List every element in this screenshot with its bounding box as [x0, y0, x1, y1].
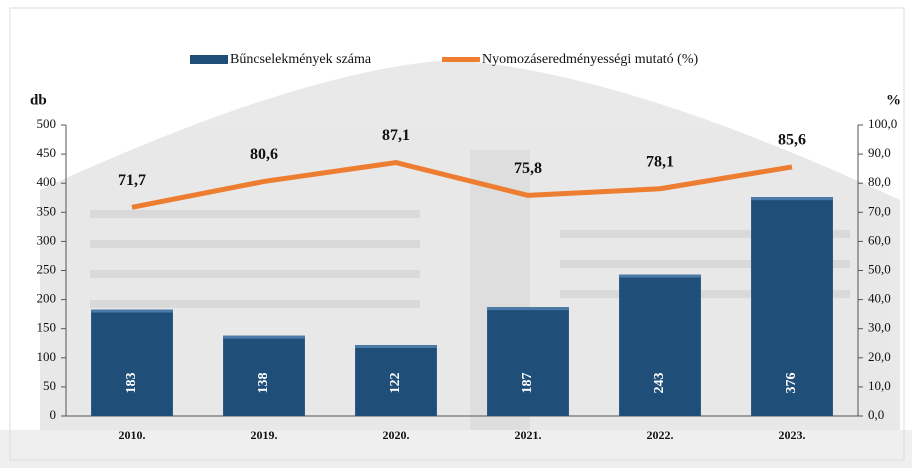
line-value-label: 87,1	[382, 127, 410, 144]
y-tick-label: 100	[37, 349, 57, 364]
bar-highlight	[619, 275, 701, 278]
x-tick-label: 2023.	[779, 428, 806, 442]
y-axis-label: db	[30, 92, 47, 108]
bar-highlight	[487, 307, 569, 310]
y-tick-label: 50	[43, 378, 56, 393]
legend-label: Nyomozáseredményességi mutató (%)	[482, 52, 698, 67]
y2-tick-label: 40,0	[868, 291, 891, 306]
bar-highlight	[751, 197, 833, 200]
y2-tick-label: 70,0	[868, 203, 891, 218]
y2-tick-label: 10,0	[868, 378, 891, 393]
x-tick-label: 2010.	[119, 428, 146, 442]
x-tick-label: 2019.	[251, 428, 278, 442]
bar	[487, 307, 569, 416]
legend-label: Bűncselekmények száma	[230, 52, 372, 67]
y2-tick-label: 30,0	[868, 320, 891, 335]
bar-highlight	[223, 336, 305, 339]
y-tick-label: 200	[37, 291, 57, 306]
line-value-label: 80,6	[250, 146, 278, 163]
y-tick-label: 400	[37, 174, 57, 189]
bar-highlight	[91, 309, 173, 312]
y-tick-label: 450	[37, 145, 57, 160]
line-value-label: 78,1	[646, 153, 674, 170]
x-tick-label: 2020.	[383, 428, 410, 442]
bar-value-label: 183	[124, 373, 139, 394]
legend-swatch	[190, 55, 228, 64]
y-tick-label: 250	[37, 261, 57, 276]
y2-tick-label: 100,0	[868, 116, 897, 131]
bar-value-label: 243	[652, 373, 667, 394]
bar-value-label: 187	[520, 373, 535, 394]
y-tick-label: 300	[37, 232, 57, 247]
bar-highlight	[355, 345, 437, 348]
line-value-label: 75,8	[514, 160, 542, 177]
line-value-label: 71,7	[118, 172, 146, 189]
y2-axis-label: %	[886, 92, 901, 108]
y2-tick-label: 80,0	[868, 174, 891, 189]
y2-tick-label: 90,0	[868, 145, 891, 160]
bar	[91, 309, 173, 416]
y2-tick-label: 60,0	[868, 232, 891, 247]
y2-tick-label: 50,0	[868, 261, 891, 276]
y-tick-label: 0	[50, 407, 57, 422]
y-tick-label: 500	[37, 116, 57, 131]
y-tick-label: 150	[37, 320, 57, 335]
x-tick-label: 2022.	[647, 428, 674, 442]
bar-value-label: 138	[256, 373, 271, 394]
bar	[619, 275, 701, 416]
bar-value-label: 122	[388, 373, 403, 394]
y-tick-label: 350	[37, 203, 57, 218]
y2-tick-label: 20,0	[868, 349, 891, 364]
x-tick-label: 2021.	[515, 428, 542, 442]
y2-tick-label: 0,0	[868, 407, 884, 422]
bar-value-label: 376	[784, 373, 799, 394]
line-value-label: 85,6	[778, 132, 806, 149]
chart: db % 0 50 100 150 200 250 300 350 400 450 500 0,0 10…	[0, 0, 912, 468]
